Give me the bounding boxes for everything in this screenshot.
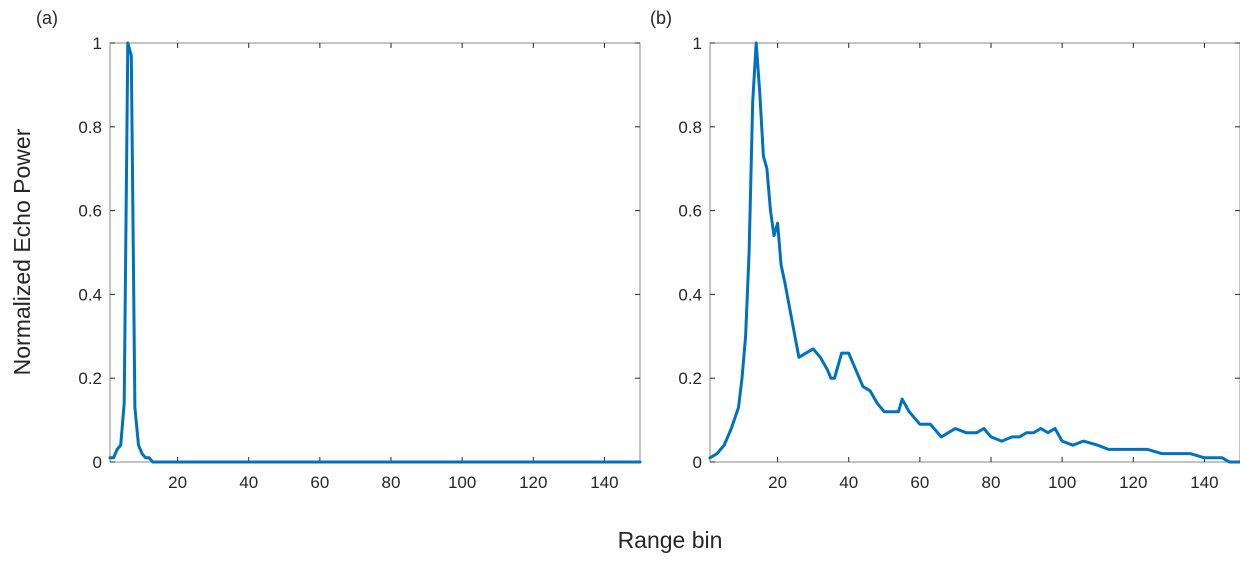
x-axis-title: Range bin xyxy=(618,527,723,553)
x-tick-label: 20 xyxy=(768,473,787,492)
y-tick-label: 0.2 xyxy=(78,369,102,388)
x-tick-label: 140 xyxy=(1190,473,1218,492)
series-line xyxy=(708,41,1240,464)
plot-frame xyxy=(109,42,641,463)
y-tick-label: 1 xyxy=(693,34,702,53)
y-tick-label: 0.2 xyxy=(678,369,702,388)
x-tick-label: 40 xyxy=(839,473,858,492)
y-axis-title: Normalized Echo Power xyxy=(9,128,35,375)
panel-label: (a) xyxy=(36,8,58,28)
series-line xyxy=(108,41,642,464)
panel-label: (b) xyxy=(650,8,672,28)
x-tick-label: 100 xyxy=(448,473,476,492)
y-tick-label: 1 xyxy=(93,34,102,53)
y-tick-label: 0 xyxy=(93,453,102,472)
y-tick-label: 0.4 xyxy=(78,285,102,304)
x-tick-label: 120 xyxy=(1119,473,1147,492)
y-tick-label: 0.6 xyxy=(678,202,702,221)
panel-b: 20 40 60 80 100 120 140 0 0.2 0.4 0.6 0.8 1 (b) xyxy=(650,8,1240,492)
y-tick-label: 0.4 xyxy=(678,285,702,304)
panel-a: 20 40 60 80 100 120 140 0 0.2 0.4 0.6 0.8 1 (a) xyxy=(36,8,642,492)
x-tick-label: 80 xyxy=(382,473,401,492)
x-tick-label: 40 xyxy=(239,473,258,492)
x-tick-label: 60 xyxy=(910,473,929,492)
x-tick-label: 20 xyxy=(168,473,187,492)
y-tick-label: 0 xyxy=(693,453,702,472)
x-tick-label: 80 xyxy=(982,473,1001,492)
x-tick-label: 60 xyxy=(310,473,329,492)
y-tick-label: 0.8 xyxy=(678,118,702,137)
plot-frame xyxy=(709,42,1240,463)
x-tick-label: 140 xyxy=(590,473,618,492)
x-tick-label: 100 xyxy=(1048,473,1076,492)
x-tick-label: 120 xyxy=(519,473,547,492)
y-tick-label: 0.6 xyxy=(78,202,102,221)
y-tick-label: 0.8 xyxy=(78,118,102,137)
